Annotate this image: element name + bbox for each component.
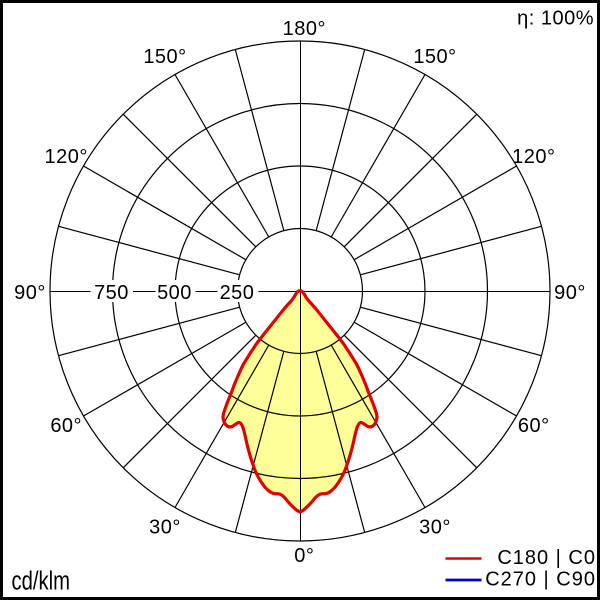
svg-text:250: 250	[220, 282, 255, 304]
svg-text:60°: 60°	[518, 415, 550, 437]
svg-text:500: 500	[157, 282, 192, 304]
svg-text:120°: 120°	[512, 146, 555, 168]
svg-text:120°: 120°	[45, 146, 88, 168]
svg-text:150°: 150°	[413, 46, 456, 68]
svg-text:30°: 30°	[419, 517, 451, 539]
svg-text:150°: 150°	[143, 46, 186, 68]
svg-text:0°: 0°	[294, 545, 314, 567]
svg-text:90°: 90°	[554, 282, 586, 304]
svg-text:180°: 180°	[283, 18, 326, 40]
svg-text:η: 100%: η: 100%	[517, 8, 594, 30]
svg-text:C180 | C0: C180 | C0	[497, 547, 596, 569]
svg-text:90°: 90°	[14, 282, 46, 304]
svg-text:30°: 30°	[149, 517, 181, 539]
svg-text:cd/klm: cd/klm	[12, 566, 71, 595]
svg-text:60°: 60°	[50, 415, 82, 437]
svg-text:C270 | C90: C270 | C90	[485, 569, 596, 591]
svg-text:750: 750	[94, 282, 129, 304]
